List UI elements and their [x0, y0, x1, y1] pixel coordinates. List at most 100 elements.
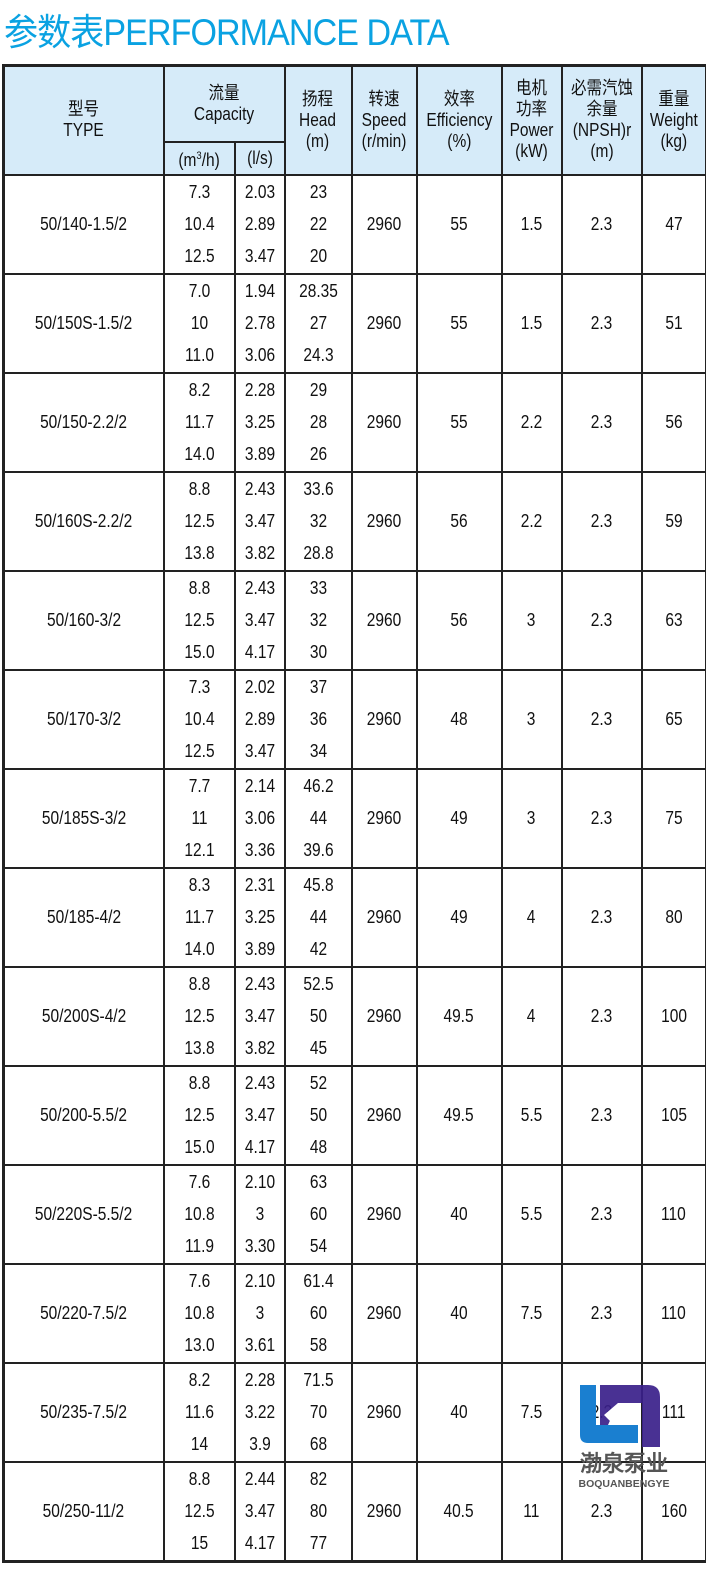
cell-capacity-m3h: 8.2 11.7 14.0 [162, 371, 236, 473]
svg-text:渤泉泵业: 渤泉泵业 [580, 1451, 668, 1477]
cell-speed: 2960 [350, 470, 418, 572]
cell-capacity-ls-value: 2.89 [244, 709, 275, 729]
cell-capacity-m3h-value: 7.3 [188, 182, 210, 202]
cell-head-value: 68 [309, 1434, 327, 1454]
cell-head-value: 20 [309, 246, 327, 266]
cell-head-value: 23 [309, 182, 327, 202]
cell-head-value: 80 [309, 1501, 327, 1521]
cell-power: 1.5 [500, 173, 563, 275]
cell-capacity-m3h-value: 15.0 [183, 1137, 215, 1157]
header-npsh: 必需汽蚀 余量 (NPSH)r (m) [560, 64, 643, 176]
cell-speed: 2960 [350, 569, 418, 671]
cell-type: 50/250-11/2 [2, 1460, 165, 1562]
cell-head-value: 50 [309, 1105, 327, 1125]
cell-head: 33 32 30 [283, 569, 353, 671]
cell-capacity-m3h-value: 8.3 [188, 875, 210, 895]
cell-capacity-m3h-value: 10 [190, 313, 208, 333]
cell-power: 5.5 [500, 1163, 563, 1265]
table-row: 50/150S-1.5/2 7.0 10 11.0 1.94 2.78 3.06 28.35 2… [2, 272, 706, 374]
cell-capacity-m3h: 8.8 12.5 15.0 [162, 569, 236, 671]
cell-capacity-m3h-value: 14.0 [183, 939, 215, 959]
table-row: 50/160-3/2 8.8 12.5 15.0 2.43 3.47 4.17 33 32 30 2… [2, 569, 706, 671]
cell-head-value: 45.8 [302, 875, 334, 895]
cell-power: 11 [500, 1460, 563, 1562]
cell-capacity-m3h-value: 12.5 [183, 741, 215, 761]
cell-capacity-m3h-value: 12.5 [183, 1006, 215, 1026]
cell-npsh: 2.3 [560, 668, 643, 770]
cell-capacity-m3h-value: 13.8 [183, 1038, 215, 1058]
cell-head: 52.5 50 45 [283, 965, 353, 1067]
cell-capacity-m3h-value: 13.0 [183, 1335, 215, 1355]
cell-head-value: 46.2 [302, 776, 334, 796]
cell-efficiency: 49 [415, 767, 503, 869]
cell-npsh: 2.3 [560, 866, 643, 968]
cell-capacity-ls-value: 3.47 [244, 511, 275, 531]
cell-type: 50/150-2.2/2 [2, 371, 165, 473]
cell-power: 5.5 [500, 1064, 563, 1166]
table-row: 50/220S-5.5/2 7.6 10.8 11.9 2.10 3 3.30 63 60 54 2… [2, 1163, 706, 1265]
cell-capacity-m3h-value: 11.7 [184, 907, 214, 927]
cell-capacity-m3h: 8.8 12.5 13.8 [162, 470, 236, 572]
cell-capacity-m3h: 7.3 10.4 12.5 [162, 668, 236, 770]
cell-power: 3 [500, 569, 563, 671]
cell-npsh: 2.3 [560, 1163, 643, 1265]
cell-capacity-m3h-value: 8.8 [188, 1469, 210, 1489]
cell-head-value: 54 [309, 1236, 327, 1256]
cell-capacity-ls-value: 4.17 [244, 642, 275, 662]
cell-head-value: 52.5 [302, 974, 334, 994]
cell-speed: 2960 [350, 965, 418, 1067]
performance-table: 型号 TYPE 流量 Capacity 扬程 Head (m) 转速 Speed (r/mi… [2, 64, 706, 1563]
cell-weight: 63 [640, 569, 706, 671]
cell-npsh: 2.3 [560, 965, 643, 1067]
cell-type: 50/185S-3/2 [2, 767, 165, 869]
cell-head-value: 24.3 [302, 345, 334, 365]
cell-head-value: 29 [309, 380, 327, 400]
cell-capacity-m3h-value: 15.0 [183, 642, 215, 662]
cell-power: 7.5 [500, 1262, 563, 1364]
cell-capacity-m3h: 8.8 12.5 15.0 [162, 1064, 236, 1166]
cell-capacity-ls-value: 2.28 [244, 380, 275, 400]
cell-head-value: 34 [309, 741, 327, 761]
cell-head: 28.35 27 24.3 [283, 272, 353, 374]
cell-weight: 100 [640, 965, 706, 1067]
cell-head-value: 45 [309, 1038, 327, 1058]
cell-capacity-m3h: 7.6 10.8 11.9 [162, 1163, 236, 1265]
cell-capacity-ls-value: 2.10 [244, 1271, 275, 1291]
cell-capacity-ls-value: 2.43 [244, 479, 275, 499]
cell-capacity-m3h-value: 11.7 [184, 412, 214, 432]
cell-head-value: 70 [309, 1402, 327, 1422]
cell-head-value: 60 [309, 1204, 327, 1224]
cell-capacity-ls: 2.28 3.22 3.9 [233, 1361, 286, 1463]
cell-capacity-ls-value: 3.25 [244, 907, 275, 927]
cell-head: 63 60 54 [283, 1163, 353, 1265]
cell-capacity-m3h-value: 10.8 [183, 1204, 215, 1224]
table-row: 50/150-2.2/2 8.2 11.7 14.0 2.28 3.25 3.89 29 28 2… [2, 371, 706, 473]
cell-capacity-ls-value: 3.22 [244, 1402, 275, 1422]
cell-head-value: 44 [309, 808, 327, 828]
cell-head-value: 33.6 [302, 479, 334, 499]
cell-type: 50/220-7.5/2 [2, 1262, 165, 1364]
cell-head-value: 32 [309, 511, 327, 531]
cell-npsh: 2.3 [560, 767, 643, 869]
cell-capacity-m3h-value: 7.6 [188, 1172, 210, 1192]
cell-capacity-ls-value: 3.36 [244, 840, 275, 860]
cell-efficiency: 55 [415, 272, 503, 374]
cell-weight: 75 [640, 767, 706, 869]
cell-head-value: 30 [309, 642, 327, 662]
cell-head-value: 52 [309, 1073, 327, 1093]
cell-npsh: 2.3 [560, 371, 643, 473]
cell-head-value: 27 [309, 313, 327, 333]
cell-head: 33.6 32 28.8 [283, 470, 353, 572]
cell-capacity-m3h-value: 11 [190, 808, 208, 828]
cell-capacity-m3h-value: 12.5 [183, 610, 215, 630]
svg-text:BOQUANBENGYE: BOQUANBENGYE [578, 1478, 669, 1490]
cell-capacity-ls: 2.31 3.25 3.89 [233, 866, 286, 968]
cell-capacity-m3h-value: 8.8 [188, 974, 210, 994]
cell-type: 50/235-7.5/2 [2, 1361, 165, 1463]
logo-mark-icon: 渤泉泵业 BOQUANBENGYE [578, 1385, 670, 1490]
cell-capacity-m3h: 7.6 10.8 13.0 [162, 1262, 236, 1364]
cell-head-value: 44 [309, 907, 327, 927]
cell-type: 50/200S-4/2 [2, 965, 165, 1067]
cell-head: 61.4 60 58 [283, 1262, 353, 1364]
cell-speed: 2960 [350, 371, 418, 473]
